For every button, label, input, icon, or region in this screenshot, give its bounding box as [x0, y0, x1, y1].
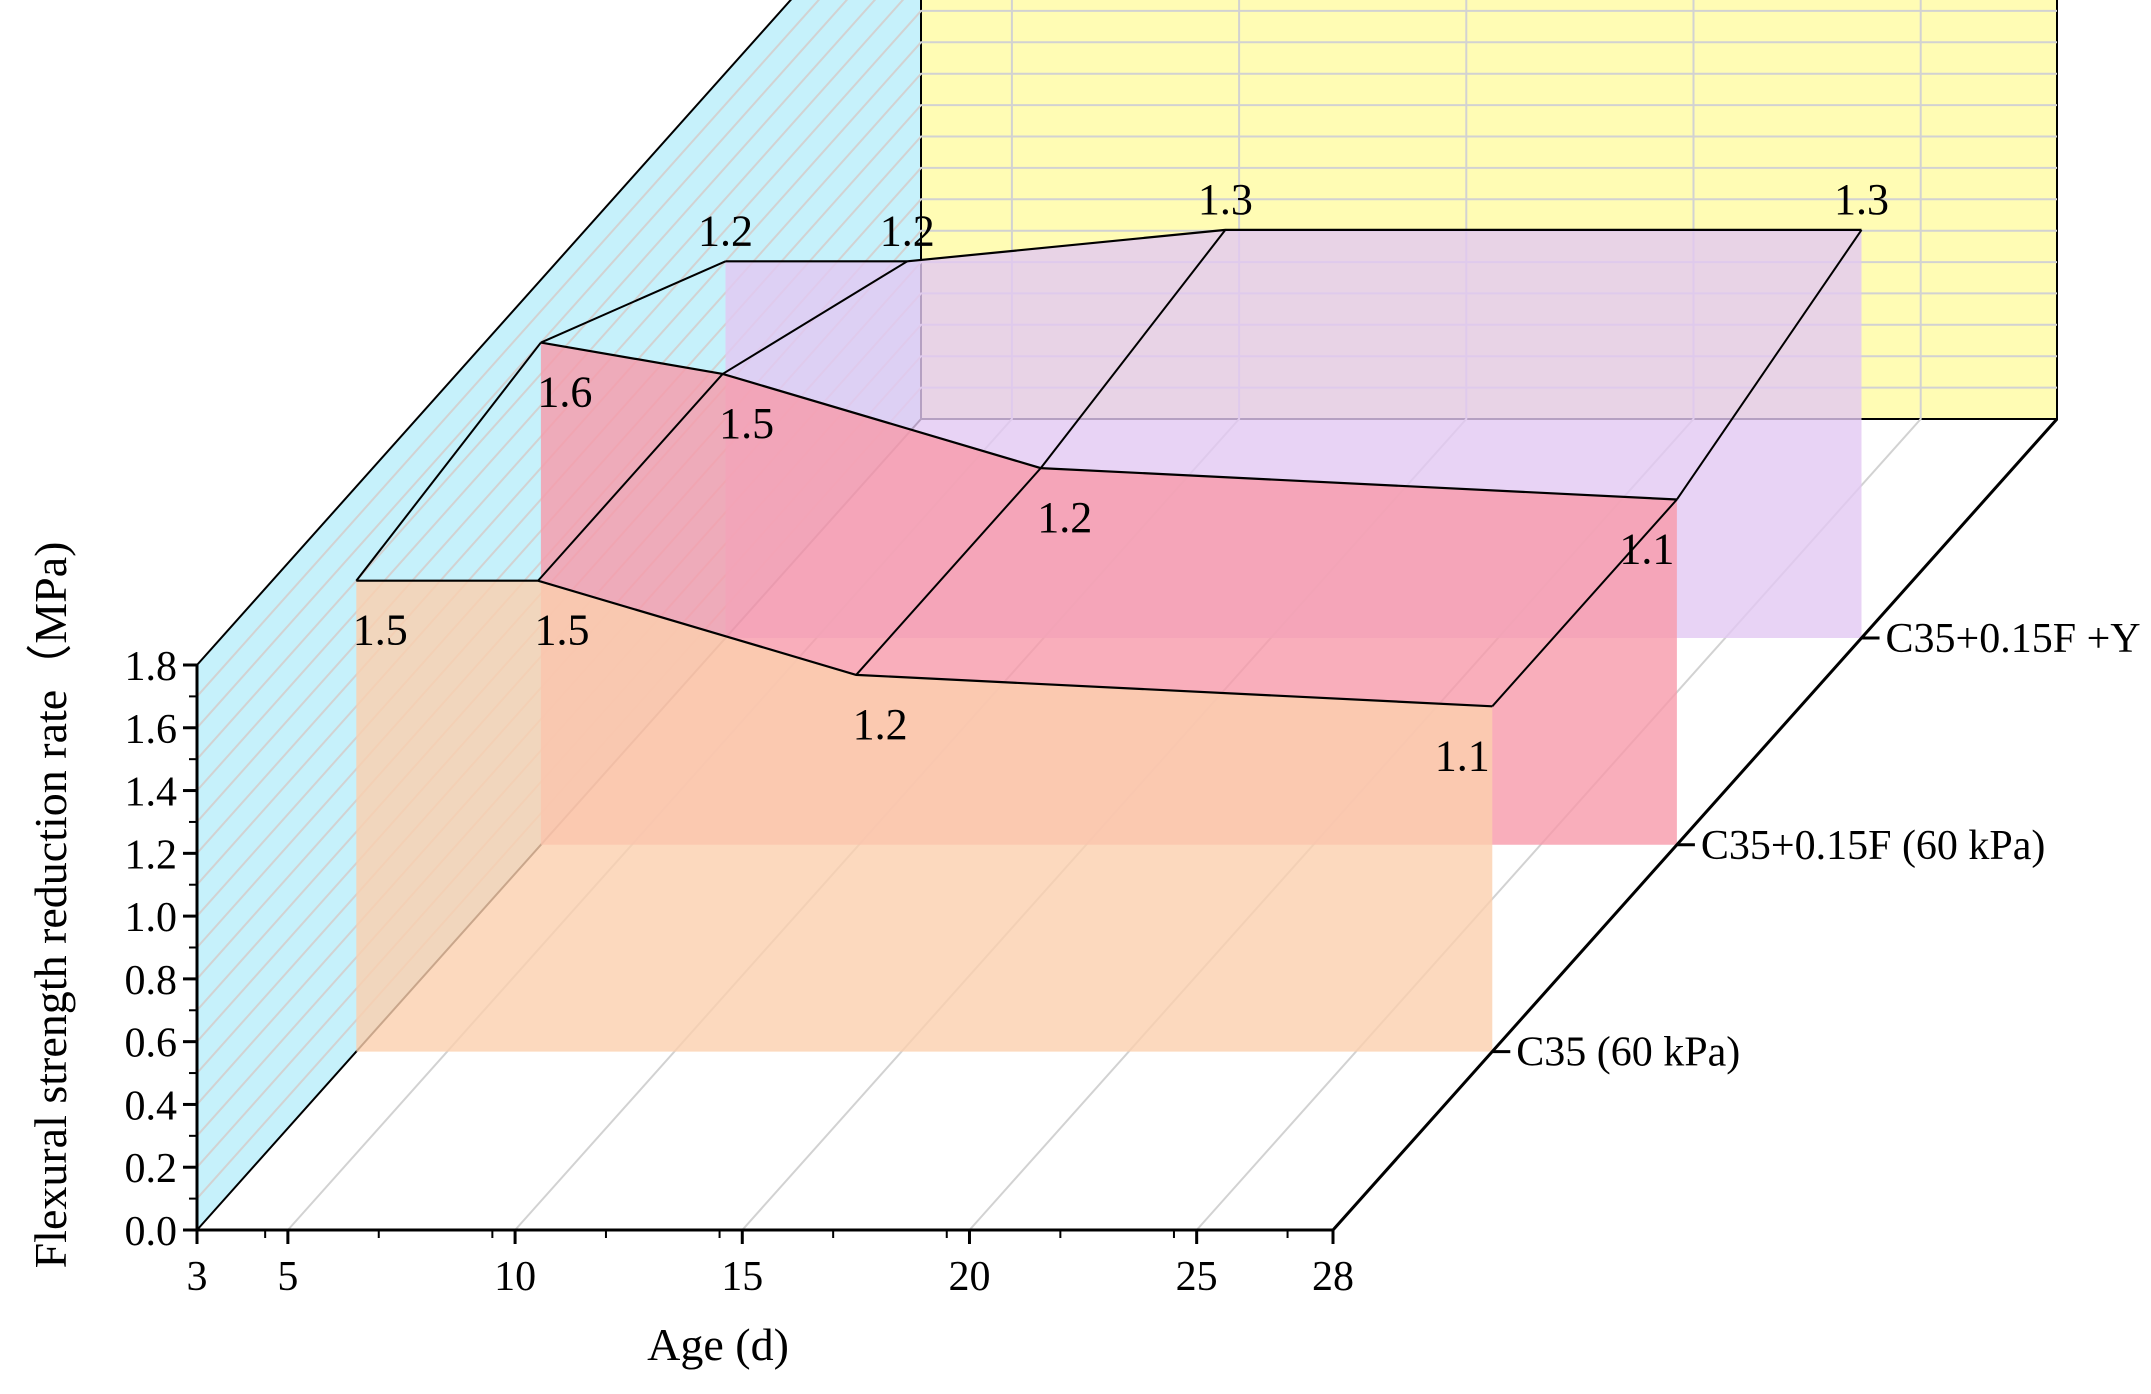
gridline-y: [196, 9, 2057, 823]
data-label: 1.1: [1435, 731, 1490, 780]
data-label: 1.2: [1037, 493, 1092, 542]
data-label: 1.2: [698, 206, 753, 255]
ribbon-edge: [355, 341, 542, 582]
data-label: 1.2: [880, 206, 935, 255]
ribbon-edge: [1039, 229, 1227, 469]
gridline-y: [196, 0, 877, 760]
y-tick-label: 1.2: [125, 832, 178, 878]
gridline-y: [196, 0, 821, 698]
ribbon-edge: [1491, 498, 1678, 707]
ribbon-edge: [540, 260, 726, 344]
series-line-2: [540, 341, 1677, 501]
x-tick-label: 5: [277, 1254, 298, 1300]
series-line-1: [356, 579, 1493, 708]
ribbon-edge: [537, 373, 724, 582]
data-labels: 1.5 1.5 1.2 1.1 1.6 1.5 1.2 1.1 1.2 1.2 1.3 1.3: [353, 175, 1889, 780]
data-label: 1.3: [1198, 175, 1253, 224]
ribbon-edge: [722, 260, 908, 375]
depth-axis-line: [1331, 418, 2059, 1231]
series-name-3: C35+0.15F +Y (60 kPa): [1886, 616, 2151, 662]
y-axis-title: Flexural strength reduction rate（MPa): [25, 542, 76, 1269]
y-tick-label: 0.4: [125, 1083, 178, 1129]
series-name-2: C35+0.15F (60 kPa): [1701, 823, 2046, 869]
x-axis-title: Age (d): [647, 1319, 789, 1370]
y-tick-label: 0.6: [125, 1021, 178, 1067]
gridline-y: [196, 0, 849, 729]
y-tick-label: 0.2: [125, 1146, 178, 1192]
data-label: 1.5: [535, 606, 590, 655]
x-tick-label: 25: [1176, 1254, 1218, 1300]
gridline-y: [196, 0, 905, 792]
y-tick-label: 1.8: [125, 644, 178, 690]
y-tick-label: 0.8: [125, 958, 178, 1004]
ribbon-edge: [1676, 229, 1863, 501]
data-label: 1.3: [1834, 175, 1889, 224]
data-label: 1.2: [853, 700, 908, 749]
x-tick-label: 3: [187, 1254, 208, 1300]
series-name-1: C35 (60 kPa): [1516, 1030, 1740, 1076]
x-tick-label: 15: [721, 1254, 763, 1300]
series-line-3: [725, 228, 1862, 263]
x-tick-label: 10: [494, 1254, 536, 1300]
y-tick-label: 1.0: [125, 895, 178, 941]
y-tick-label: 1.6: [125, 707, 178, 753]
data-label: 1.6: [537, 368, 592, 417]
data-label: 1.1: [1619, 524, 1674, 573]
data-label: 1.5: [719, 399, 774, 448]
axes: 0.0 0.2 0.4 0.6 0.8 1.0 1.2 1.4 1.6 1.8 3 5 10 15 20 25…: [125, 418, 2151, 1300]
ribbon-edge: [855, 467, 1042, 676]
data-label: 1.5: [353, 606, 408, 655]
y-tick-label: 1.4: [125, 770, 178, 816]
series-areas: [355, 228, 1863, 1052]
x-tick-label: 20: [948, 1254, 990, 1300]
y-tick-label: 0.0: [125, 1209, 178, 1255]
series-area-1: [356, 580, 1493, 1052]
x-tick-label: 28: [1312, 1254, 1354, 1300]
